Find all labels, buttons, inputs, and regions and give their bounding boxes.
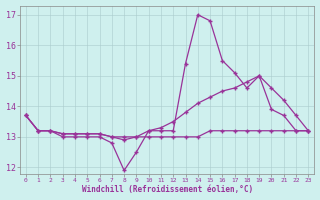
X-axis label: Windchill (Refroidissement éolien,°C): Windchill (Refroidissement éolien,°C) <box>82 185 253 194</box>
